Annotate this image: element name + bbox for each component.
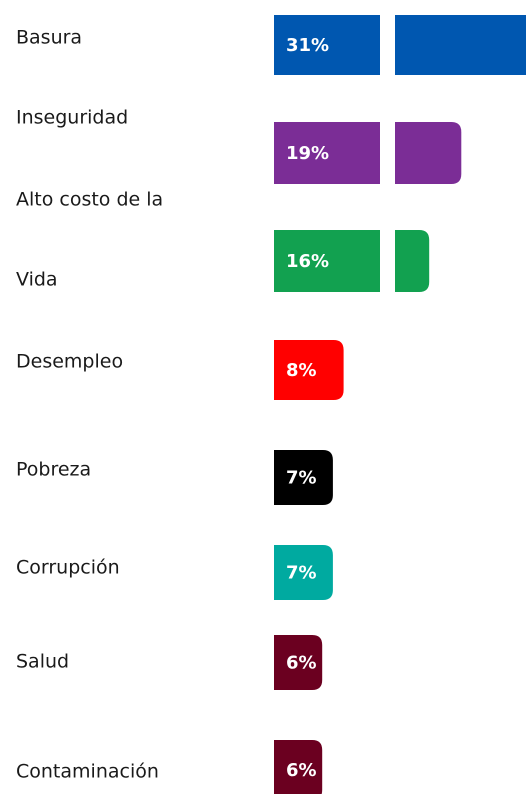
category-label: Salud bbox=[16, 651, 69, 673]
bar-gap bbox=[380, 121, 395, 185]
bar bbox=[274, 340, 344, 400]
category-label: Basura bbox=[16, 27, 82, 49]
bar bbox=[274, 635, 323, 690]
bar bbox=[274, 450, 333, 505]
category-label: Pobreza bbox=[16, 459, 91, 481]
bar bbox=[274, 545, 333, 600]
bar bbox=[274, 15, 526, 75]
value-label: 16% bbox=[286, 251, 329, 272]
bar-gap bbox=[380, 229, 395, 293]
category-label: Alto costo de la bbox=[16, 189, 163, 211]
category-label: Corrupción bbox=[16, 557, 120, 579]
bar-gap bbox=[380, 14, 395, 76]
bar bbox=[274, 740, 323, 794]
category-label: Inseguridad bbox=[16, 107, 128, 129]
category-label: Desempleo bbox=[16, 351, 123, 373]
category-label: Vida bbox=[16, 269, 58, 291]
category-label: Contaminación bbox=[16, 761, 159, 783]
value-label: 6% bbox=[286, 760, 317, 781]
value-label: 7% bbox=[286, 468, 317, 489]
value-label: 31% bbox=[286, 35, 329, 56]
value-label: 8% bbox=[286, 360, 317, 381]
value-label: 7% bbox=[286, 563, 317, 584]
value-label: 6% bbox=[286, 653, 317, 674]
value-label: 19% bbox=[286, 143, 329, 164]
bar bbox=[274, 122, 462, 184]
